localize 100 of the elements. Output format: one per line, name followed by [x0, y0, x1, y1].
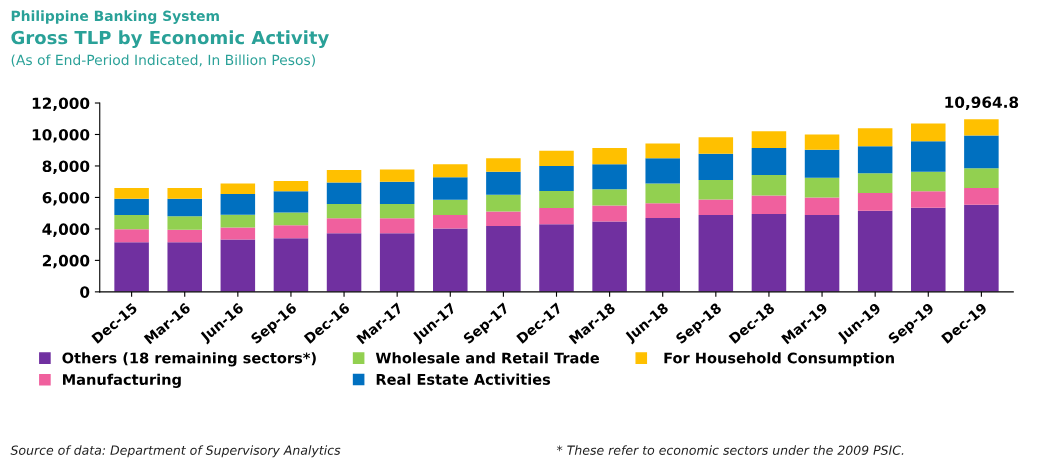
bar: [964, 119, 999, 136]
bar: [220, 193, 256, 215]
y-tick-label: 0: [80, 286, 90, 298]
bar: [326, 218, 362, 234]
bar: [273, 225, 309, 239]
bar: [857, 173, 893, 194]
bar: [804, 149, 840, 178]
annotation: 10,964.8: [945, 96, 1019, 110]
bar: [911, 207, 946, 292]
y-tick-label: 10,000: [32, 128, 90, 143]
bar: [645, 183, 680, 204]
y-tick-label: 12,000: [32, 97, 90, 111]
bar: [379, 181, 415, 204]
legend-label: Others (18 remaining sectors*): [62, 352, 316, 367]
bar: [592, 189, 627, 206]
y-tick-label: 4,000: [42, 223, 90, 237]
bar: [698, 153, 734, 181]
bar: [486, 225, 521, 292]
bar: [539, 207, 574, 225]
bar: [751, 131, 787, 149]
bar: [114, 215, 149, 230]
bar: [220, 214, 256, 228]
legend-label: Real Estate Activities: [376, 373, 551, 385]
bar: [964, 187, 999, 205]
bar: [273, 180, 309, 192]
bar: [539, 165, 574, 191]
bar: [433, 215, 468, 229]
y-tick-label: 6,000: [42, 191, 90, 206]
bar: [804, 197, 840, 216]
bar: [592, 148, 627, 165]
bar: [167, 198, 202, 217]
legend-label: Manufacturing: [63, 373, 181, 388]
bar: [167, 229, 202, 243]
bar: [379, 233, 415, 292]
bar: [964, 204, 999, 292]
bar: [273, 238, 309, 292]
bar: [698, 215, 734, 292]
y-tick-label: 8,000: [42, 160, 90, 174]
bar: [964, 135, 999, 169]
bar: [539, 190, 574, 208]
bar: [326, 203, 362, 219]
bar: [167, 216, 202, 230]
bar: [486, 158, 521, 172]
bar: [645, 143, 680, 159]
bar: [433, 177, 468, 200]
legend-label: Wholesale and Retail Trade: [375, 352, 599, 364]
bar: [804, 134, 840, 150]
bar: [645, 203, 680, 219]
bar: [273, 212, 309, 226]
bar: [964, 168, 999, 188]
bar: [114, 187, 149, 199]
bar: [911, 171, 946, 192]
chart-title: Gross TLP by Economic Activity: [11, 30, 329, 48]
bar: [857, 128, 893, 147]
bar: [486, 211, 521, 226]
bar: [751, 148, 787, 176]
bar: [220, 227, 256, 240]
bar: [592, 164, 627, 190]
bar: [804, 215, 840, 292]
bar: [114, 229, 149, 243]
bar: [167, 242, 202, 292]
bar: [592, 205, 627, 222]
legend-label: For Household Consumption: [664, 352, 894, 367]
bar: [379, 203, 415, 219]
bar: [326, 170, 362, 183]
text: * These refer to economic sectors under the 2009 PSIC.: [556, 445, 904, 455]
bar: [433, 228, 468, 292]
bar: [433, 164, 468, 178]
bar: [857, 146, 893, 174]
bar: [379, 169, 415, 182]
bar: [751, 175, 787, 196]
bar: [486, 194, 521, 212]
bar: [379, 218, 415, 234]
source-note: Source of data: Department of Supervisory Analytics: [10, 445, 341, 458]
bar: [167, 187, 202, 199]
bar: [911, 123, 946, 142]
bar: [698, 199, 734, 216]
bar: [326, 182, 362, 204]
bar: [857, 193, 893, 211]
bar: [698, 180, 734, 200]
bar: [433, 199, 468, 216]
bar: [326, 233, 362, 292]
bar: [698, 137, 734, 154]
bar: [751, 195, 787, 214]
chart-subtitle: (As of End-Period Indicated, In Billion Pesos): [11, 54, 315, 67]
bar: [486, 171, 521, 195]
bar: [911, 191, 946, 208]
bar: [751, 213, 787, 292]
bar: [592, 221, 627, 292]
bar: [857, 210, 893, 292]
bar: [220, 183, 256, 194]
bar: [911, 141, 946, 172]
bar: [645, 158, 680, 184]
y-tick-label: 2,000: [42, 254, 90, 269]
bar: [804, 177, 840, 198]
bar: [273, 191, 309, 213]
bar: [114, 198, 149, 216]
bar: [539, 224, 574, 292]
text: Philippine Banking System: [11, 10, 219, 24]
bar: [539, 150, 574, 166]
